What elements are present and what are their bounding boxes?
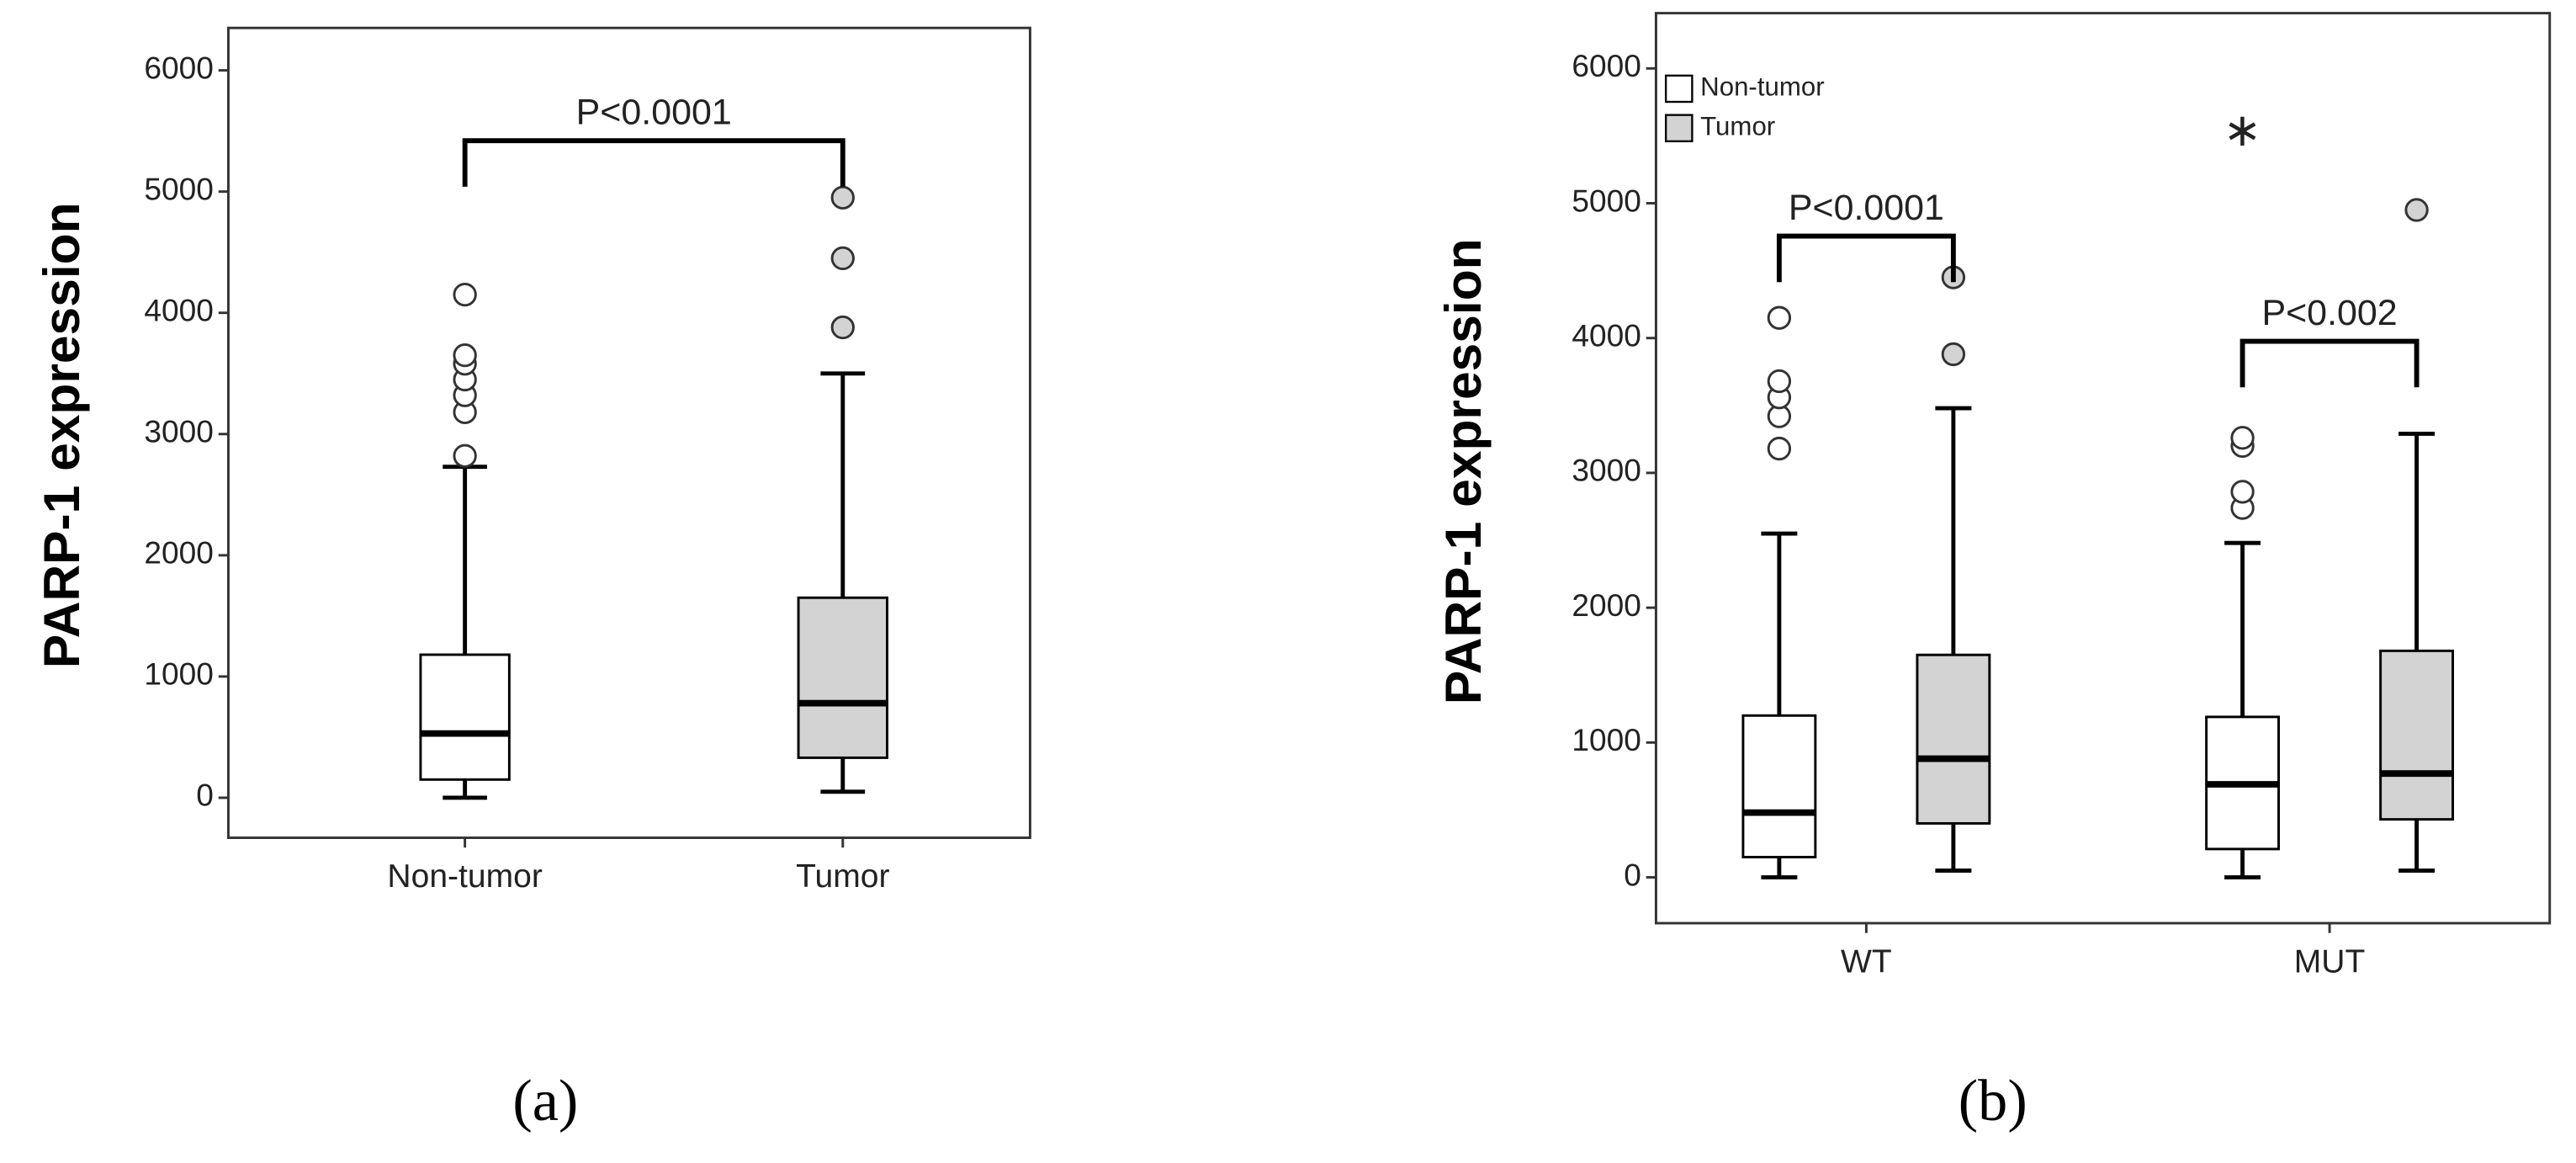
- y-tick-label: 0: [196, 778, 214, 813]
- outlier: [830, 185, 855, 210]
- x-tick-label: MUT: [2294, 944, 2366, 980]
- y-tick-label: 4000: [1572, 318, 1641, 353]
- extreme: ∗: [2224, 104, 2262, 156]
- panel-label: (b): [1959, 1068, 2027, 1134]
- box: [2379, 649, 2455, 821]
- legend-label: Tumor: [1700, 112, 1775, 141]
- y-tick-label: 1000: [144, 656, 214, 692]
- outlier: [1767, 369, 1792, 394]
- y-axis-label: PARP-1 expression: [33, 202, 90, 668]
- box: [1916, 653, 1991, 825]
- bracket: [1776, 233, 1956, 283]
- bracket: [462, 138, 845, 187]
- outlier: [1767, 436, 1792, 461]
- y-tick-label: 3000: [144, 414, 214, 449]
- outlier: [830, 315, 855, 340]
- bracket: [2239, 338, 2420, 388]
- x-tick-label: Tumor: [796, 858, 889, 895]
- box: [419, 653, 511, 781]
- y-tick-label: 2000: [144, 535, 214, 571]
- x-tick-label: Non-tumor: [387, 858, 542, 895]
- legend-swatch: [1664, 74, 1693, 104]
- outlier: [453, 282, 477, 307]
- panel-label: (a): [512, 1068, 578, 1134]
- y-tick-label: 4000: [144, 293, 214, 328]
- outlier: [2404, 198, 2429, 222]
- annotation: P<0.002: [2261, 293, 2397, 333]
- outlier: [1767, 305, 1792, 330]
- y-tick-label: 2000: [1572, 587, 1641, 623]
- plot-frame: [226, 26, 1031, 839]
- outlier: [453, 443, 477, 468]
- y-axis-label: PARP-1 expression: [1434, 238, 1492, 704]
- plot-frame: [1654, 12, 2552, 925]
- annotation: P<0.0001: [1789, 188, 1944, 228]
- y-tick-label: 5000: [1572, 183, 1641, 218]
- y-tick-label: 1000: [1572, 722, 1641, 757]
- box: [1741, 714, 1817, 858]
- legend-swatch: [1664, 114, 1693, 143]
- y-tick-label: 6000: [144, 50, 214, 85]
- y-tick-label: 5000: [144, 171, 214, 206]
- y-tick-label: 0: [1624, 857, 1641, 892]
- x-tick-label: WT: [1841, 944, 1892, 980]
- outlier: [830, 246, 855, 271]
- outlier: [2230, 426, 2255, 450]
- box: [797, 596, 888, 759]
- y-tick-label: 3000: [1572, 453, 1641, 488]
- annotation: P<0.0001: [576, 93, 732, 133]
- outlier: [1941, 342, 1966, 367]
- outlier: [453, 343, 477, 368]
- y-tick-label: 6000: [1572, 48, 1641, 83]
- legend-label: Non-tumor: [1700, 72, 1825, 102]
- outlier: [2230, 480, 2255, 504]
